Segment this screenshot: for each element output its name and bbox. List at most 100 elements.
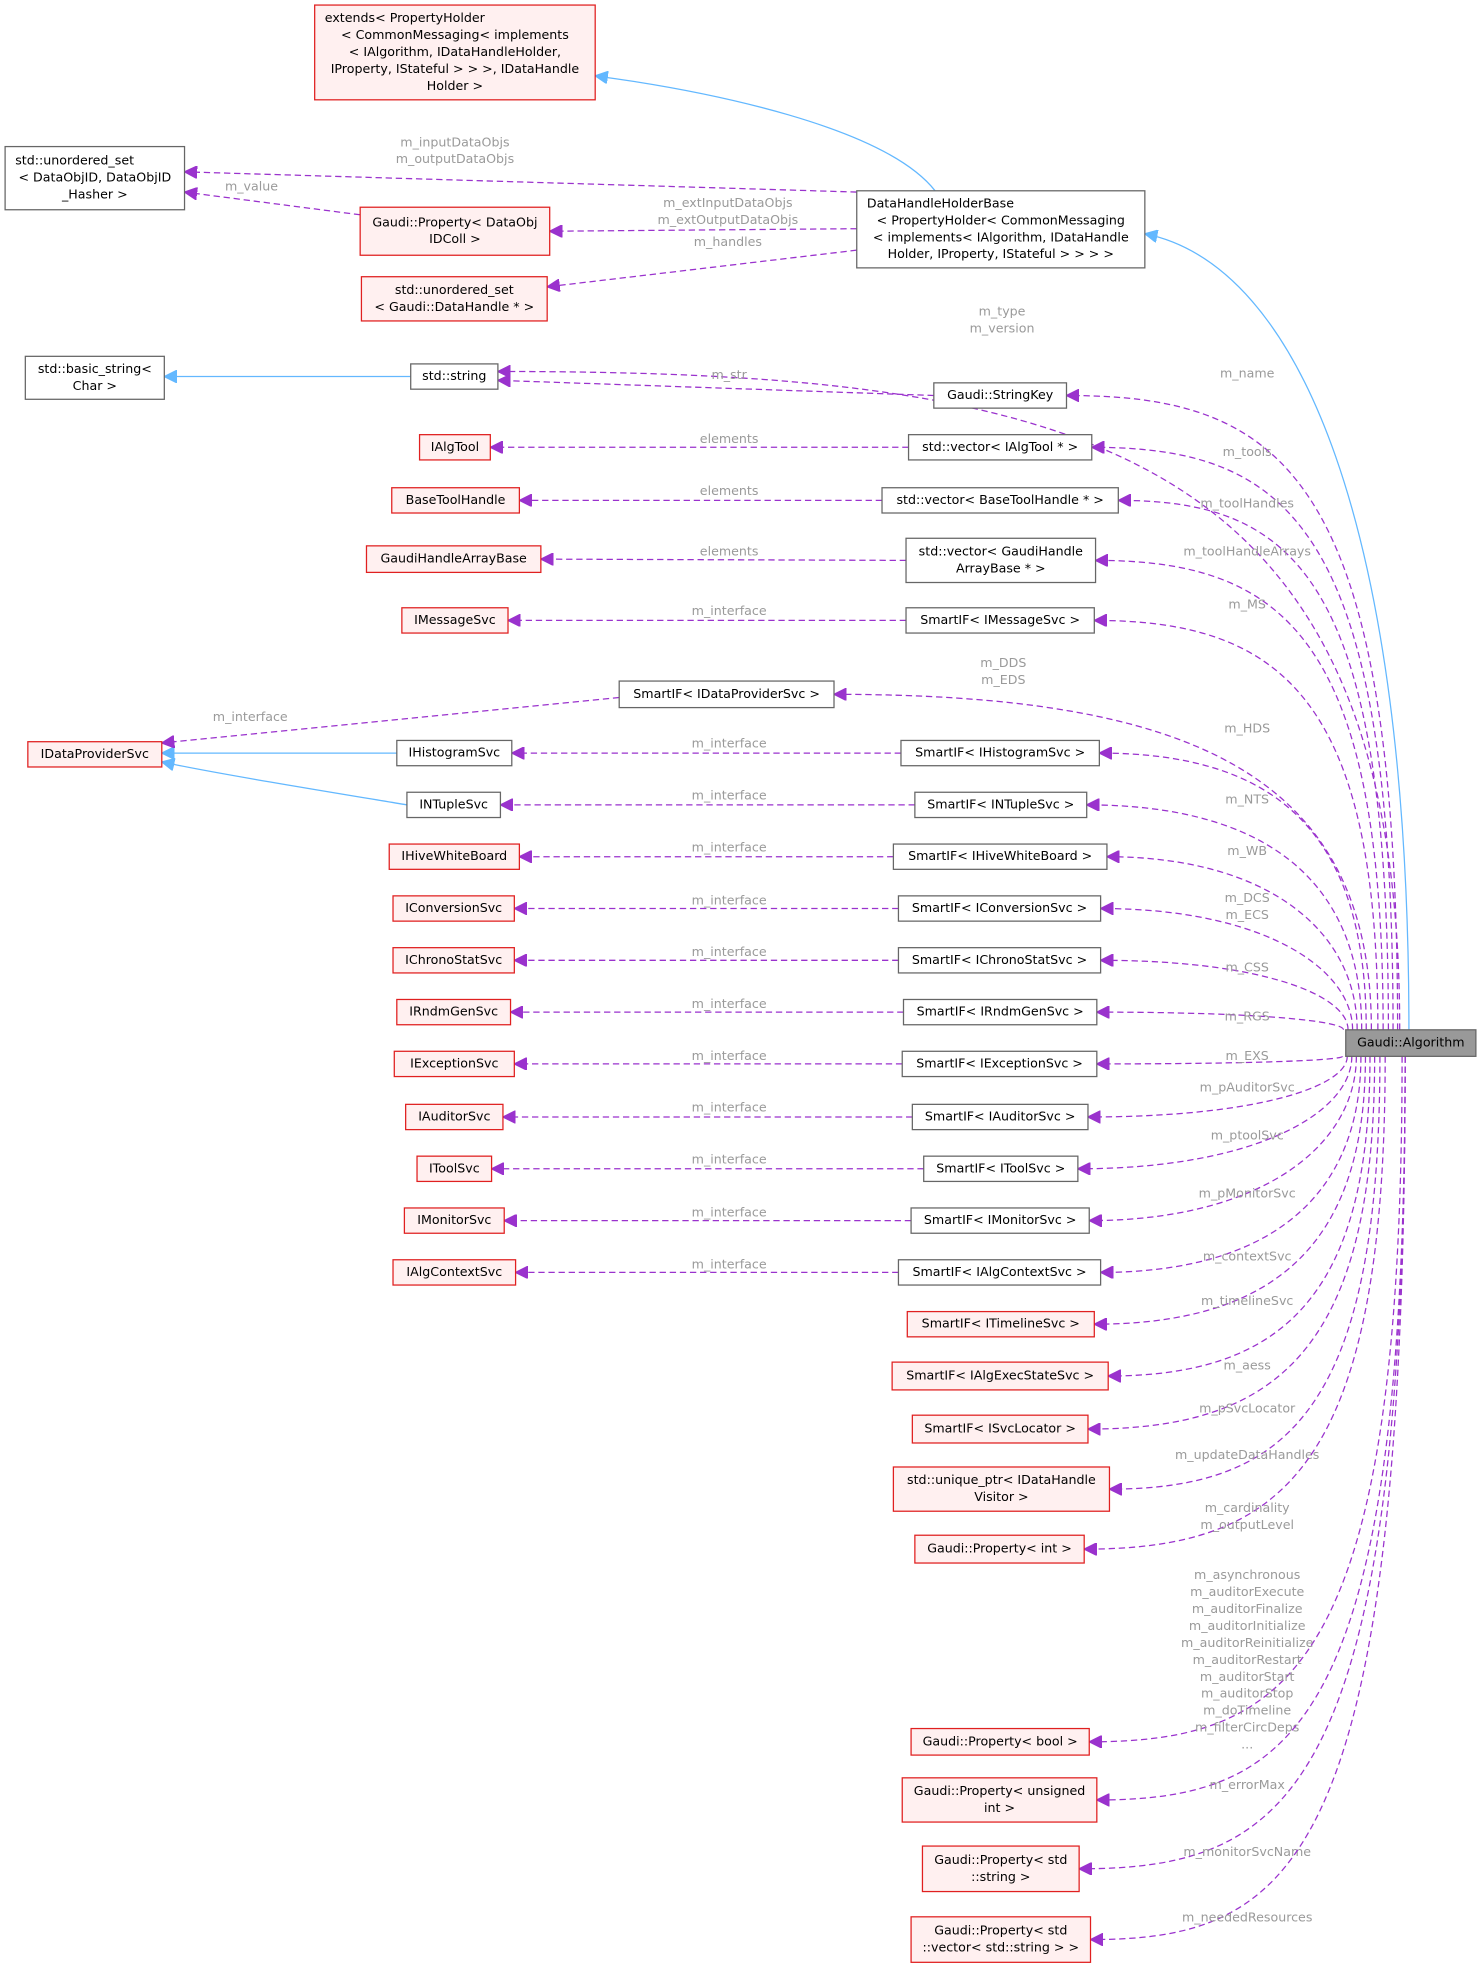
edge-label: m_auditorInitialize bbox=[1189, 1618, 1306, 1633]
node-label: IConversionSvc bbox=[405, 900, 502, 915]
node-box bbox=[392, 947, 515, 974]
node-box bbox=[891, 1361, 1109, 1391]
node-label: _Hasher > bbox=[61, 187, 128, 202]
node[interactable]: IMonitorSvc bbox=[403, 1207, 505, 1234]
node[interactable]: SmartIF< ISvcLocator > bbox=[911, 1414, 1089, 1444]
node[interactable]: SmartIF< ITimelineSvc > bbox=[906, 1310, 1095, 1338]
node[interactable]: SmartIF< IConversionSvc > bbox=[897, 895, 1102, 922]
node[interactable]: IDataProviderSvc bbox=[27, 741, 163, 768]
node-label: SmartIF< ITimelineSvc > bbox=[922, 1316, 1080, 1331]
node[interactable]: IAuditorSvc bbox=[405, 1103, 504, 1131]
node-label: Char > bbox=[73, 378, 117, 393]
edge-label: m_interface bbox=[692, 1100, 767, 1115]
node[interactable]: Gaudi::Algorithm bbox=[1345, 1029, 1477, 1057]
edge-label: m_EXS bbox=[1226, 1048, 1269, 1063]
node[interactable]: IMessageSvc bbox=[401, 607, 509, 634]
node[interactable]: std::vector< GaudiHandleArrayBase * > bbox=[905, 537, 1097, 584]
node[interactable]: IChronoStatSvc bbox=[392, 947, 515, 974]
node[interactable]: SmartIF< IAlgExecStateSvc > bbox=[891, 1361, 1109, 1391]
node[interactable]: SmartIF< IMessageSvc > bbox=[905, 607, 1095, 634]
node-label: IToolSvc bbox=[429, 1160, 480, 1175]
node-box bbox=[881, 487, 1119, 514]
node-box bbox=[906, 1310, 1095, 1338]
node[interactable]: SmartIF< IToolSvc > bbox=[923, 1155, 1079, 1183]
member-edge bbox=[1094, 620, 1379, 1030]
node[interactable]: Gaudi::Property< std::vector< std::strin… bbox=[910, 1916, 1092, 1963]
node[interactable]: IConversionSvc bbox=[392, 895, 515, 922]
node[interactable]: SmartIF< IExceptionSvc > bbox=[901, 1050, 1098, 1078]
node[interactable]: SmartIF< IAlgContextSvc > bbox=[897, 1259, 1102, 1286]
edge-label: elements bbox=[700, 483, 759, 498]
node[interactable]: SmartIF< INTupleSvc > bbox=[914, 791, 1088, 819]
node-box bbox=[911, 1414, 1089, 1444]
node[interactable]: SmartIF< IMonitorSvc > bbox=[910, 1207, 1090, 1234]
node-box bbox=[921, 1845, 1080, 1893]
edge-label: m_interface bbox=[692, 1205, 767, 1220]
edge-label: ... bbox=[1241, 1736, 1253, 1751]
node[interactable]: SmartIF< IHistogramSvc > bbox=[900, 739, 1100, 767]
node-label: std::unordered_set bbox=[395, 282, 514, 297]
node-label: Gaudi::Property< unsigned bbox=[914, 1783, 1085, 1798]
member-edge bbox=[1099, 753, 1367, 1030]
node[interactable]: std::unordered_set< DataObjID, DataObjID… bbox=[4, 145, 186, 211]
node[interactable]: SmartIF< IDataProviderSvc > bbox=[618, 680, 835, 709]
edge-label: elements bbox=[700, 544, 759, 559]
node[interactable]: IAlgContextSvc bbox=[392, 1259, 517, 1286]
node-label: SmartIF< INTupleSvc > bbox=[927, 796, 1074, 811]
node-label: Gaudi::Property< std bbox=[934, 1923, 1067, 1938]
node[interactable]: std::string bbox=[410, 363, 499, 390]
node[interactable]: BaseToolHandle bbox=[391, 487, 521, 514]
node-label: Gaudi::Property< DataObj bbox=[372, 214, 537, 229]
node[interactable]: std::vector< IAlgTool * > bbox=[907, 434, 1093, 461]
node[interactable]: SmartIF< IAuditorSvc > bbox=[911, 1103, 1089, 1131]
node-label: std::vector< IAlgTool * > bbox=[922, 439, 1078, 454]
node-box bbox=[392, 895, 515, 922]
edge-label: m_DDS bbox=[980, 655, 1026, 670]
edge-label: m_toolHandles bbox=[1200, 496, 1294, 511]
node[interactable]: IHistogramSvc bbox=[396, 739, 513, 767]
node[interactable]: std::unordered_set< Gaudi::DataHandle * … bbox=[360, 276, 548, 322]
node[interactable]: IRndmGenSvc bbox=[396, 998, 512, 1026]
node[interactable]: INTupleSvc bbox=[406, 791, 502, 819]
node[interactable]: Gaudi::Property< bool > bbox=[910, 1727, 1090, 1756]
member-edge bbox=[498, 380, 934, 397]
member-edge bbox=[1091, 1056, 1406, 1939]
node[interactable]: SmartIF< IChronoStatSvc > bbox=[897, 947, 1102, 974]
node-label: SmartIF< IConversionSvc > bbox=[912, 900, 1087, 915]
member-edge bbox=[1079, 1056, 1406, 1868]
node[interactable]: std::basic_string<Char > bbox=[24, 355, 165, 400]
node-box bbox=[905, 537, 1097, 584]
node[interactable]: std::vector< BaseToolHandle * > bbox=[881, 487, 1119, 514]
node[interactable]: GaudiHandleArrayBase bbox=[365, 545, 542, 574]
node[interactable]: IExceptionSvc bbox=[393, 1050, 515, 1078]
edge-label: m_WB bbox=[1227, 843, 1267, 858]
node[interactable]: IHiveWhiteBoard bbox=[388, 843, 521, 870]
member-edge bbox=[834, 694, 1373, 1030]
node[interactable]: SmartIF< IRndmGenSvc > bbox=[902, 998, 1098, 1026]
member-edge bbox=[1118, 500, 1390, 1030]
node-label: SmartIF< IToolSvc > bbox=[936, 1160, 1065, 1175]
node[interactable]: DataHandleHolderBase < PropertyHolder< Co… bbox=[856, 190, 1146, 269]
node-label: SmartIF< IRndmGenSvc > bbox=[917, 1004, 1084, 1019]
node[interactable]: SmartIF< IHiveWhiteBoard > bbox=[892, 843, 1108, 870]
node[interactable]: extends< PropertyHolder < CommonMessaging… bbox=[314, 4, 596, 101]
node[interactable]: IToolSvc bbox=[416, 1155, 493, 1183]
node-box bbox=[618, 680, 835, 709]
member-edge bbox=[185, 172, 857, 193]
member-edge bbox=[1087, 805, 1363, 1030]
node[interactable]: IAlgTool bbox=[418, 434, 491, 461]
node-label: IDataProviderSvc bbox=[41, 746, 149, 761]
node-label: IDColl > bbox=[429, 231, 481, 246]
edge-label: m_auditorFinalize bbox=[1192, 1601, 1303, 1616]
member-edge bbox=[1094, 1056, 1367, 1324]
edge-label: m_toolHandleArrays bbox=[1183, 544, 1311, 559]
node[interactable]: Gaudi::StringKey bbox=[933, 382, 1068, 409]
node[interactable]: Gaudi::Property< int > bbox=[914, 1534, 1085, 1564]
node[interactable]: Gaudi::Property< std::string > bbox=[921, 1845, 1080, 1893]
node-box bbox=[405, 1103, 504, 1131]
node-label: Gaudi::Algorithm bbox=[1357, 1035, 1464, 1050]
member-edge bbox=[162, 696, 620, 742]
